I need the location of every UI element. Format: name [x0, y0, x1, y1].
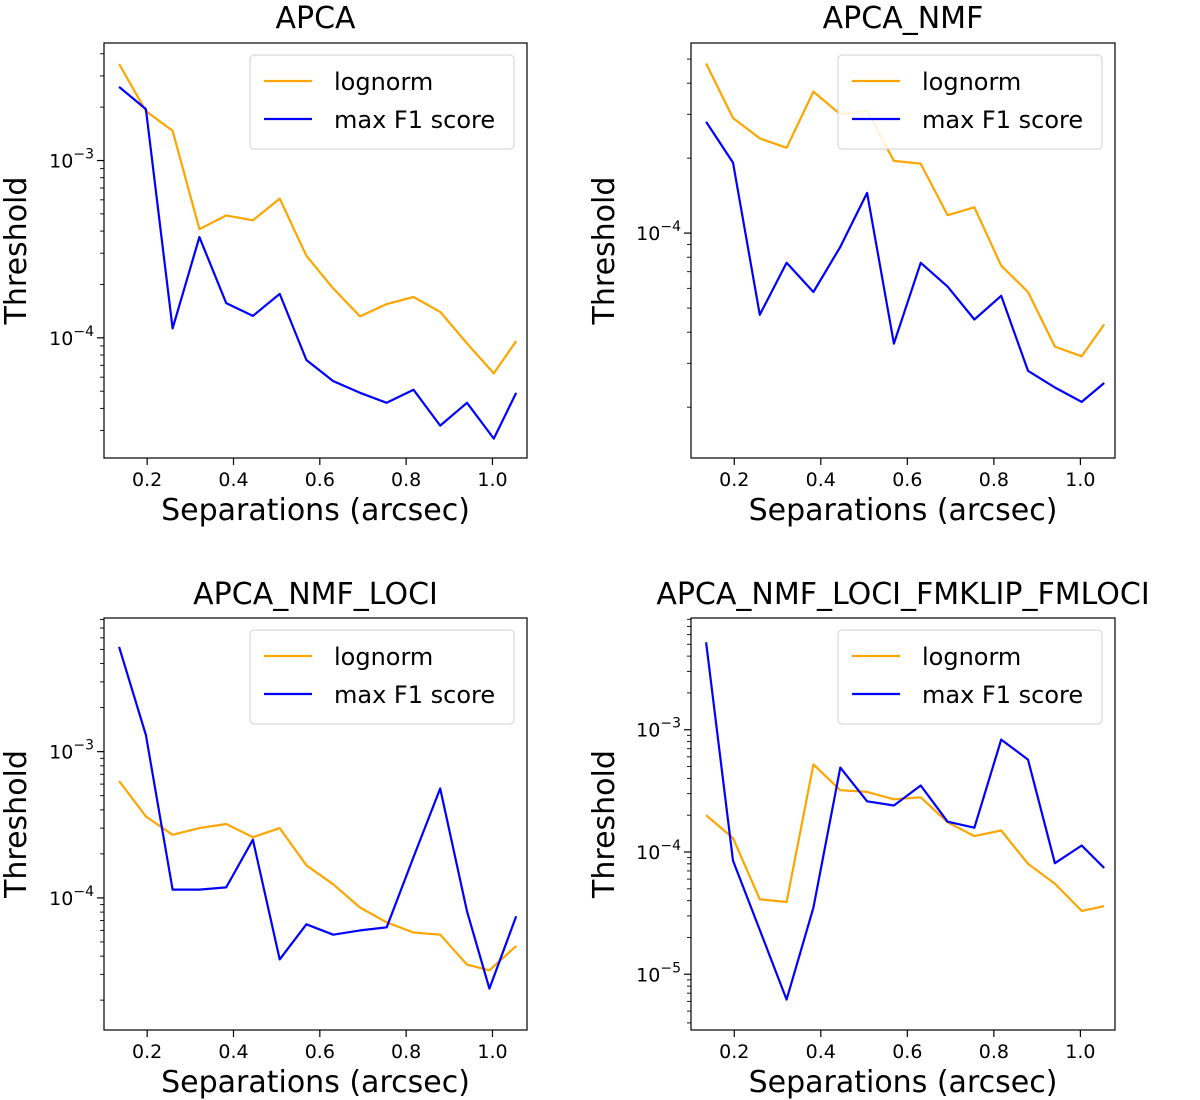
- x-tick-label: 0.4: [218, 1041, 248, 1063]
- x-tick-label: 0.6: [892, 469, 922, 491]
- series-line-max-f1-score: [705, 642, 1105, 1001]
- y-axis-label: Threshold: [0, 177, 34, 326]
- x-axis-label: Separations (arcsec): [749, 1065, 1058, 1100]
- y-axis-label: Threshold: [587, 750, 622, 899]
- x-axis-label: Separations (arcsec): [749, 493, 1058, 528]
- x-tick-label: 0.8: [391, 1041, 421, 1063]
- x-tick-label: 0.8: [979, 1041, 1009, 1063]
- axes-frame: [103, 617, 528, 1031]
- legend: lognorm max F1 score: [249, 629, 515, 725]
- legend-box: [837, 629, 1103, 725]
- y-axis-label: Threshold: [0, 750, 34, 899]
- y-tick-base: 10: [49, 328, 73, 350]
- legend: lognorm max F1 score: [837, 54, 1103, 150]
- legend-label: max F1 score: [922, 681, 1083, 709]
- x-tick-label: 0.8: [979, 469, 1009, 491]
- y-tick-exponent: −3: [660, 716, 681, 732]
- series-line-max-f1-score: [118, 646, 518, 990]
- y-tick-label: 10−3: [49, 738, 94, 764]
- y-axis-label: Threshold: [587, 177, 622, 326]
- chart-title: APCA_NMF_LOCI: [193, 577, 438, 612]
- legend: lognorm max F1 score: [249, 54, 515, 150]
- legend-label: lognorm: [922, 643, 1021, 671]
- x-tick-label: 0.4: [218, 469, 248, 491]
- x-tick-label: 0.2: [719, 1041, 749, 1063]
- series-group: [705, 63, 1106, 403]
- y-tick-label: 10−4: [49, 324, 94, 350]
- y-tick-exponent: −5: [660, 960, 681, 976]
- chart-title: APCA_NMF_LOCI_FMKLIP_FMLOCI: [656, 577, 1149, 612]
- y-tick-label: 10−4: [636, 838, 681, 864]
- x-tick-label: 0.6: [305, 1041, 335, 1063]
- y-tick-exponent: −4: [660, 219, 681, 235]
- x-tick-label: 1.0: [477, 469, 507, 491]
- x-axis-label: Separations (arcsec): [161, 1065, 470, 1100]
- y-tick-exponent: −4: [73, 324, 94, 340]
- y-tick-exponent: −4: [73, 884, 94, 900]
- axes-frame: [690, 42, 1116, 459]
- series-line-max-f1-score: [118, 86, 518, 440]
- series-group: [118, 63, 518, 440]
- y-tick-base: 10: [636, 223, 660, 245]
- legend-box: [837, 54, 1103, 150]
- legend-box: [249, 629, 515, 725]
- y-tick-base: 10: [636, 964, 660, 986]
- x-tick-label: 0.4: [806, 469, 836, 491]
- legend-box: [249, 54, 515, 150]
- series-group: [705, 642, 1105, 1001]
- axes-frame: [103, 42, 528, 459]
- y-tick-base: 10: [49, 151, 73, 173]
- chart-title: APCA: [275, 1, 356, 36]
- x-tick-label: 0.2: [132, 1041, 162, 1063]
- x-axis-label: Separations (arcsec): [161, 493, 470, 528]
- y-tick-base: 10: [49, 888, 73, 910]
- legend-label: max F1 score: [334, 681, 495, 709]
- series-line-lognorm: [705, 763, 1105, 913]
- legend-label: lognorm: [334, 643, 433, 671]
- y-tick-label: 10−3: [49, 147, 94, 173]
- series-line-lognorm: [118, 780, 517, 972]
- y-tick-base: 10: [636, 720, 660, 742]
- series-line-lognorm: [705, 63, 1106, 358]
- chart-panel-3: APCA_NMF_LOCI_FMKLIP_FMLOCI 0.2 0.4 0.6 0.8 1…: [587, 577, 1150, 1100]
- x-tick-label: 0.8: [391, 469, 421, 491]
- legend-label: max F1 score: [922, 106, 1083, 134]
- x-tick-label: 0.6: [305, 469, 335, 491]
- y-tick-label: 10−4: [49, 884, 94, 910]
- x-tick-label: 1.0: [1065, 469, 1095, 491]
- x-tick-label: 0.2: [719, 469, 749, 491]
- legend-label: lognorm: [334, 68, 433, 96]
- legend-label: lognorm: [922, 68, 1021, 96]
- y-tick-label: 10−3: [636, 716, 681, 742]
- axes-frame: [690, 617, 1116, 1031]
- x-tick-label: 0.2: [132, 469, 162, 491]
- y-tick-exponent: −3: [73, 738, 94, 754]
- y-tick-label: 10−4: [636, 219, 681, 245]
- y-tick-base: 10: [636, 842, 660, 864]
- legend-label: max F1 score: [334, 106, 495, 134]
- y-tick-exponent: −4: [660, 838, 681, 854]
- x-tick-label: 1.0: [477, 1041, 507, 1063]
- y-tick-base: 10: [49, 742, 73, 764]
- chart-title: APCA_NMF: [823, 1, 984, 36]
- x-tick-label: 0.4: [806, 1041, 836, 1063]
- series-line-lognorm: [118, 63, 518, 375]
- series-group: [118, 646, 518, 990]
- y-tick-exponent: −3: [73, 147, 94, 163]
- series-line-max-f1-score: [705, 121, 1105, 403]
- legend: lognorm max F1 score: [837, 629, 1103, 725]
- y-tick-label: 10−5: [636, 960, 681, 986]
- chart-panel-1: APCA_NMF 0.2 0.4 0.6 0.8 1.0 10−4 Separations (…: [587, 1, 1116, 528]
- x-tick-label: 0.6: [892, 1041, 922, 1063]
- x-tick-label: 1.0: [1065, 1041, 1095, 1063]
